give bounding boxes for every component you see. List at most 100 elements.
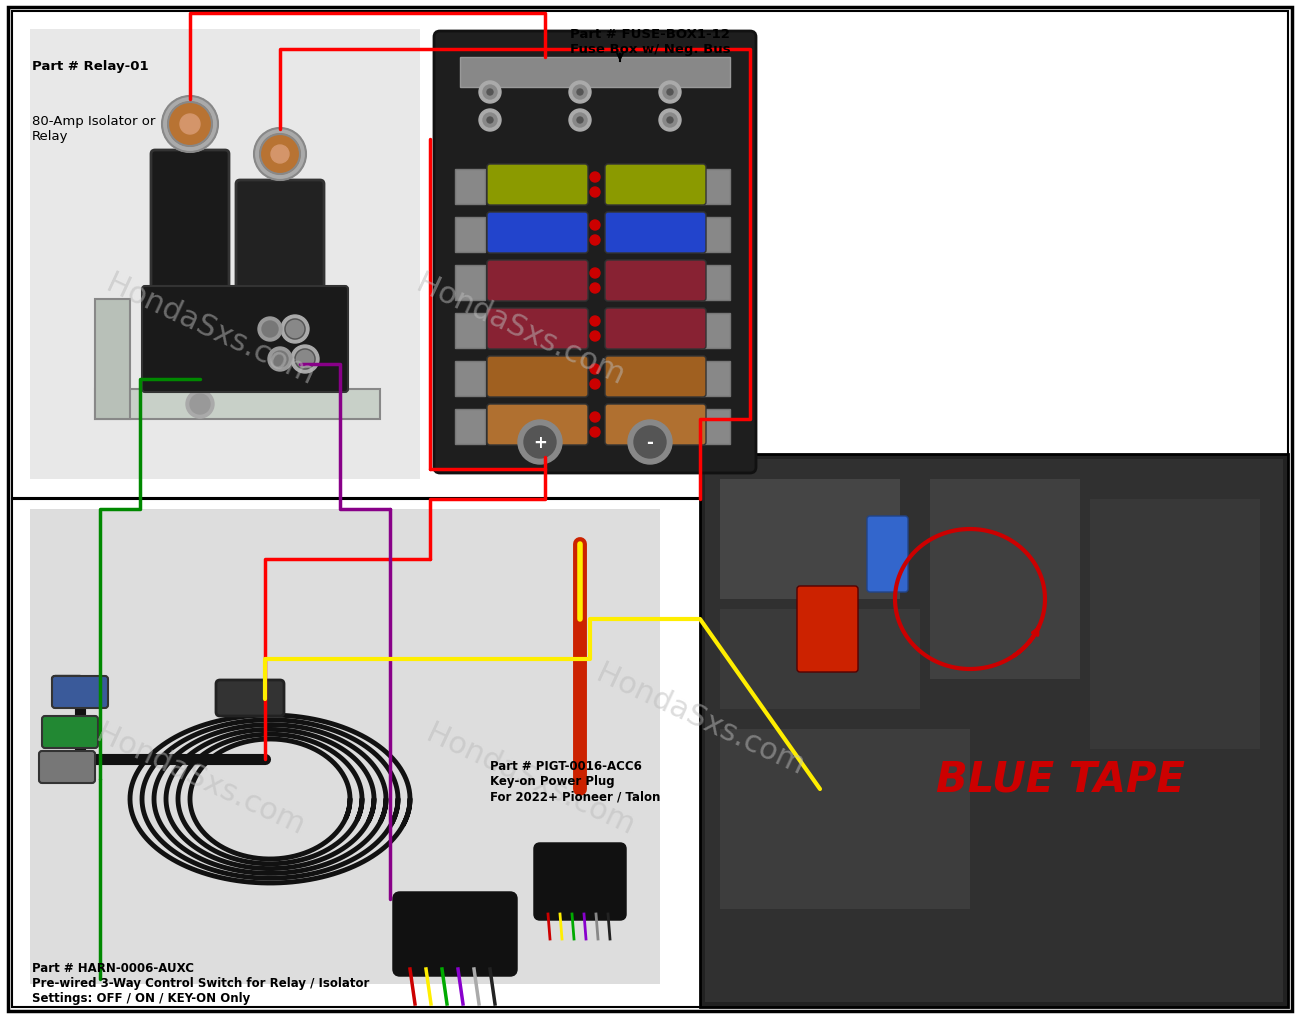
FancyBboxPatch shape [699, 266, 731, 301]
FancyBboxPatch shape [488, 405, 588, 445]
Circle shape [573, 86, 588, 100]
Circle shape [590, 317, 601, 327]
FancyBboxPatch shape [455, 170, 485, 205]
Circle shape [590, 331, 601, 341]
Text: 80-Amp Isolator or
Relay: 80-Amp Isolator or Relay [32, 115, 156, 143]
Text: HondaSxs.com: HondaSxs.com [101, 269, 318, 390]
FancyBboxPatch shape [867, 517, 907, 592]
FancyBboxPatch shape [699, 454, 1288, 1007]
FancyBboxPatch shape [30, 30, 420, 480]
FancyBboxPatch shape [699, 410, 731, 444]
FancyBboxPatch shape [12, 12, 1288, 498]
FancyBboxPatch shape [604, 261, 706, 302]
Circle shape [569, 82, 592, 104]
Polygon shape [95, 300, 130, 420]
Circle shape [484, 114, 497, 127]
Text: +: + [533, 433, 547, 451]
FancyBboxPatch shape [394, 893, 516, 975]
Circle shape [590, 283, 601, 293]
FancyBboxPatch shape [12, 499, 1288, 1007]
FancyBboxPatch shape [455, 410, 485, 444]
Circle shape [190, 394, 211, 415]
Circle shape [590, 187, 601, 198]
FancyBboxPatch shape [604, 405, 706, 445]
Circle shape [524, 427, 556, 459]
Circle shape [659, 82, 681, 104]
Circle shape [590, 413, 601, 423]
Circle shape [260, 135, 300, 175]
Text: HondaSxs.com: HondaSxs.com [592, 658, 809, 781]
FancyBboxPatch shape [699, 314, 731, 348]
Circle shape [488, 90, 493, 96]
Circle shape [488, 118, 493, 124]
FancyBboxPatch shape [720, 730, 970, 909]
Circle shape [270, 146, 289, 164]
Circle shape [517, 421, 562, 465]
Text: -: - [646, 433, 654, 451]
FancyBboxPatch shape [488, 165, 588, 206]
FancyBboxPatch shape [434, 32, 757, 474]
Text: Part # Relay-01: Part # Relay-01 [32, 60, 148, 73]
FancyBboxPatch shape [705, 460, 1283, 1002]
Circle shape [186, 390, 214, 419]
FancyBboxPatch shape [536, 844, 625, 919]
Circle shape [478, 82, 500, 104]
Circle shape [590, 235, 601, 246]
FancyBboxPatch shape [720, 480, 900, 599]
Circle shape [659, 110, 681, 131]
FancyBboxPatch shape [52, 677, 108, 708]
FancyBboxPatch shape [604, 357, 706, 397]
Text: Part # PIGT-0016-ACC6
Key-on Power Plug
For 2022+ Pioneer / Talon: Part # PIGT-0016-ACC6 Key-on Power Plug … [490, 759, 660, 802]
Circle shape [663, 86, 677, 100]
Circle shape [257, 318, 282, 341]
FancyBboxPatch shape [488, 357, 588, 397]
Polygon shape [95, 389, 380, 420]
Circle shape [573, 114, 588, 127]
FancyBboxPatch shape [142, 286, 348, 392]
FancyBboxPatch shape [699, 170, 731, 205]
FancyBboxPatch shape [488, 213, 588, 254]
Circle shape [590, 365, 601, 375]
Circle shape [179, 115, 200, 135]
Circle shape [590, 380, 601, 389]
Circle shape [590, 221, 601, 230]
Circle shape [285, 320, 306, 339]
FancyBboxPatch shape [699, 362, 731, 396]
Circle shape [590, 428, 601, 437]
Circle shape [263, 322, 278, 337]
Text: HondaSxs.com: HondaSxs.com [411, 269, 629, 390]
FancyBboxPatch shape [699, 218, 731, 253]
Circle shape [590, 173, 601, 182]
FancyBboxPatch shape [39, 751, 95, 784]
Circle shape [663, 114, 677, 127]
FancyBboxPatch shape [604, 309, 706, 350]
FancyBboxPatch shape [216, 681, 283, 716]
FancyBboxPatch shape [30, 510, 660, 984]
Circle shape [634, 427, 666, 459]
FancyBboxPatch shape [488, 261, 588, 302]
Circle shape [268, 347, 293, 372]
Circle shape [569, 110, 592, 131]
FancyBboxPatch shape [237, 180, 324, 388]
Circle shape [281, 316, 309, 343]
FancyBboxPatch shape [455, 266, 485, 301]
FancyBboxPatch shape [604, 213, 706, 254]
Text: HondaSxs.com: HondaSxs.com [91, 718, 309, 841]
FancyBboxPatch shape [797, 586, 858, 673]
Circle shape [590, 269, 601, 279]
FancyBboxPatch shape [1089, 499, 1260, 749]
Circle shape [162, 97, 218, 153]
Circle shape [254, 128, 306, 180]
FancyBboxPatch shape [42, 716, 98, 748]
Circle shape [295, 350, 315, 370]
FancyBboxPatch shape [488, 309, 588, 350]
Circle shape [478, 110, 500, 131]
Text: HondaSxs.com: HondaSxs.com [421, 718, 638, 841]
FancyBboxPatch shape [604, 165, 706, 206]
Text: Part # FUSE-BOX1-12
Fuse Box w/ Neg. Bus: Part # FUSE-BOX1-12 Fuse Box w/ Neg. Bus [569, 28, 731, 56]
Circle shape [577, 90, 582, 96]
Circle shape [628, 421, 672, 465]
FancyBboxPatch shape [930, 480, 1080, 680]
Text: BLUE TAPE: BLUE TAPE [936, 758, 1184, 800]
Circle shape [577, 118, 582, 124]
